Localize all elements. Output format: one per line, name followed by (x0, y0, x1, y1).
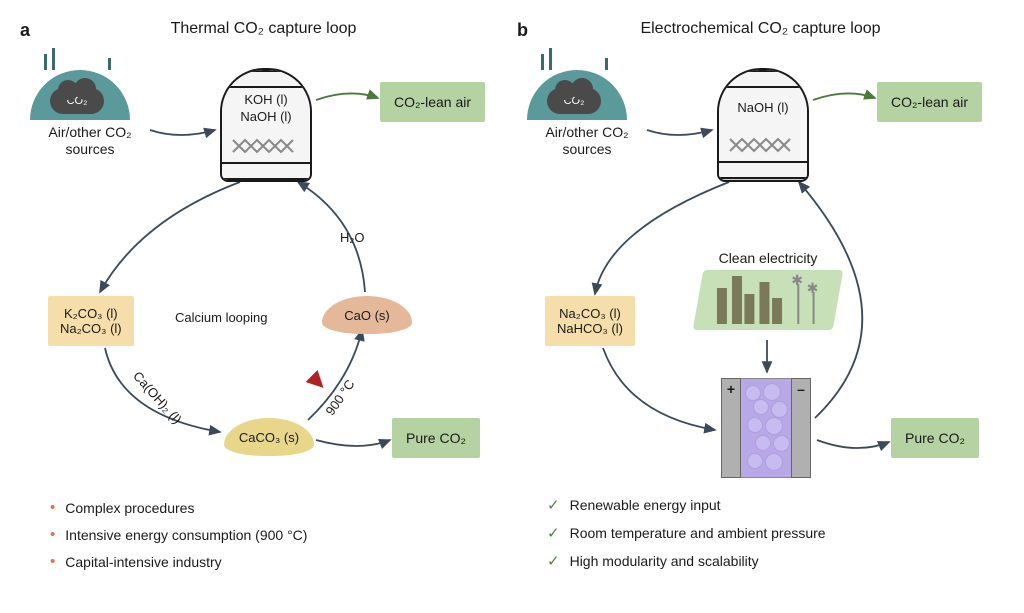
electrolyzer: + – (721, 378, 811, 478)
clean-electricity: Clean electricity (693, 250, 843, 330)
scrubber-tower-b: NaOH (l) (717, 68, 809, 182)
packing-icon-b (719, 129, 807, 161)
source-label-a: Air/other CO₂ sources (30, 124, 150, 158)
cao-pile: CaO (s) (322, 296, 412, 334)
carbonate-box-b: Na₂CO₃ (l) NaHCO₃ (l) (545, 296, 635, 346)
tower-chem-2a: NaOH (l) (224, 109, 308, 126)
panel-b-bullets: Renewable energy input Room temperature … (547, 486, 826, 580)
lean-air-box-a: CO₂-lean air (380, 82, 485, 122)
panel-b-title: Electrochemical CO₂ capture loop (640, 20, 880, 38)
clean-electricity-label: Clean electricity (693, 250, 843, 266)
heat-icon: ▶ (303, 366, 333, 396)
caco3-pile: CaCO₃ (s) (224, 418, 314, 456)
bullet-a-1: Intensive energy consumption (900 °C) (50, 526, 307, 543)
city-icon (693, 270, 844, 330)
carbonate-line1-b: Na₂CO₃ (l) (557, 306, 623, 321)
co2-source-a: CO₂ Air/other CO₂ sources (30, 70, 150, 158)
minus-sign: – (797, 381, 805, 397)
calcium-looping-label: Calcium looping (175, 310, 268, 325)
figure-container: a Thermal CO₂ capture loop (20, 20, 1004, 580)
tower-chem-1b: NaOH (l) (721, 100, 805, 117)
panel-a-title: Thermal CO₂ capture loop (171, 20, 357, 38)
plus-sign: + (727, 381, 735, 397)
bullet-b-0: Renewable energy input (547, 496, 826, 514)
earth-dome-icon: CO₂ (30, 70, 130, 120)
co2-cloud-icon-b: CO₂ (547, 88, 601, 114)
lean-air-box-b: CO₂-lean air (877, 82, 982, 122)
source-label-b: Air/other CO₂ sources (527, 124, 647, 158)
carbonate-line2-b: NaHCO₃ (l) (557, 321, 623, 336)
bullet-a-2: Capital-intensive industry (50, 553, 307, 570)
caoh2-label: Ca(OH)₂ (l) (130, 368, 185, 426)
co2-cloud-icon: CO₂ (50, 88, 104, 114)
tower-chem-1a: KOH (l) (224, 92, 308, 109)
anode: + (721, 378, 741, 478)
pure-co2-box-a: Pure CO₂ (392, 418, 480, 458)
pure-co2-box-b: Pure CO₂ (891, 418, 979, 458)
bullet-a-0: Complex procedures (50, 499, 307, 516)
panel-a-bullets: Complex procedures Intensive energy cons… (50, 489, 307, 580)
earth-dome-icon-b: CO₂ (527, 70, 627, 120)
panel-a-label: a (20, 20, 30, 41)
bullet-b-1: Room temperature and ambient pressure (547, 524, 826, 542)
cathode: – (791, 378, 811, 478)
panel-b: b Electrochemical CO₂ capture loop CO₂ A (517, 20, 1004, 580)
panel-a: a Thermal CO₂ capture loop (20, 20, 507, 580)
carbonate-line1-a: K₂CO₃ (l) (60, 306, 122, 321)
bullet-b-2: High modularity and scalability (547, 552, 826, 570)
packing-icon (222, 130, 310, 162)
h2o-label: H₂O (340, 230, 365, 245)
carbonate-line2-a: Na₂CO₃ (l) (60, 321, 122, 336)
scrubber-tower-a: KOH (l) NaOH (l) (220, 68, 312, 182)
carbonate-box-a: K₂CO₃ (l) Na₂CO₃ (l) (48, 296, 134, 346)
co2-source-b: CO₂ Air/other CO₂ sources (527, 70, 647, 158)
membrane-icon (741, 378, 791, 478)
panel-b-label: b (517, 20, 528, 41)
